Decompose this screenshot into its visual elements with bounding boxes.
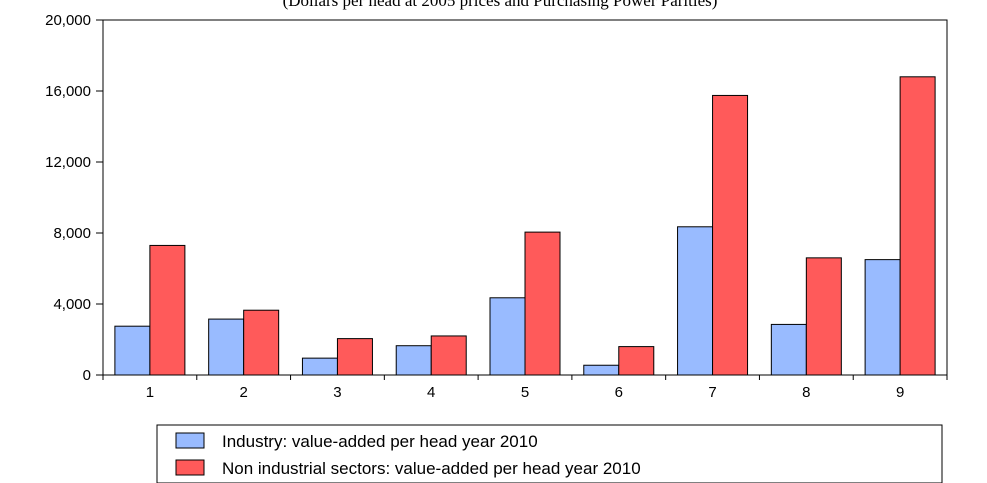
x-tick-label: 7 bbox=[708, 384, 716, 401]
x-tick-label: 1 bbox=[146, 384, 154, 401]
x-tick-label: 4 bbox=[427, 384, 435, 401]
x-tick-label: 9 bbox=[896, 384, 904, 401]
legend-swatch-non-industrial bbox=[175, 459, 205, 476]
bar-non-industrial bbox=[712, 94, 749, 376]
bar-non-industrial bbox=[524, 231, 561, 376]
x-tick-label: 5 bbox=[521, 384, 529, 401]
x-axis: 1 2 3 4 5 6 7 8 9 bbox=[102, 375, 948, 401]
bar-industry bbox=[864, 259, 901, 376]
bar-non-industrial bbox=[805, 257, 842, 376]
x-tick-label: 6 bbox=[615, 384, 623, 401]
bar-industry bbox=[208, 318, 245, 376]
bar-industry bbox=[301, 357, 338, 376]
bars bbox=[114, 76, 936, 376]
y-tick-label: 12,000 bbox=[45, 154, 91, 171]
legend: Industry: value-added per head year 2010… bbox=[156, 424, 943, 483]
y-tick-label: 20,000 bbox=[45, 12, 91, 29]
bar-non-industrial bbox=[243, 309, 280, 376]
bar-industry bbox=[583, 364, 620, 376]
x-tick-label: 3 bbox=[333, 384, 341, 401]
legend-label-industry: Industry: value-added per head year 2010 bbox=[222, 432, 538, 451]
bar-industry bbox=[395, 345, 432, 376]
bar-non-industrial bbox=[899, 76, 936, 376]
y-tick-label: 0 bbox=[83, 367, 91, 384]
legend-label-non-industrial: Non industrial sectors: value-added per … bbox=[222, 459, 641, 478]
chart-subtitle: (Dollars per head at 2005 prices and Pur… bbox=[283, 0, 718, 10]
bar-industry bbox=[114, 325, 151, 376]
bar-non-industrial bbox=[336, 338, 373, 376]
y-tick-label: 4,000 bbox=[53, 296, 91, 313]
bar-non-industrial bbox=[430, 335, 467, 376]
bar-industry bbox=[677, 226, 714, 376]
x-tick-label: 8 bbox=[802, 384, 810, 401]
bar-industry bbox=[770, 323, 807, 376]
y-axis: 0 4,000 8,000 12,000 16,000 20,000 bbox=[45, 12, 103, 384]
bar-industry bbox=[489, 297, 526, 376]
legend-swatch-industry bbox=[175, 432, 205, 449]
legend-box bbox=[156, 424, 943, 483]
bar-non-industrial bbox=[618, 346, 655, 376]
y-tick-label: 8,000 bbox=[53, 225, 91, 242]
y-tick-label: 16,000 bbox=[45, 83, 91, 100]
x-tick-label: 2 bbox=[239, 384, 247, 401]
bar-non-industrial bbox=[149, 244, 186, 376]
